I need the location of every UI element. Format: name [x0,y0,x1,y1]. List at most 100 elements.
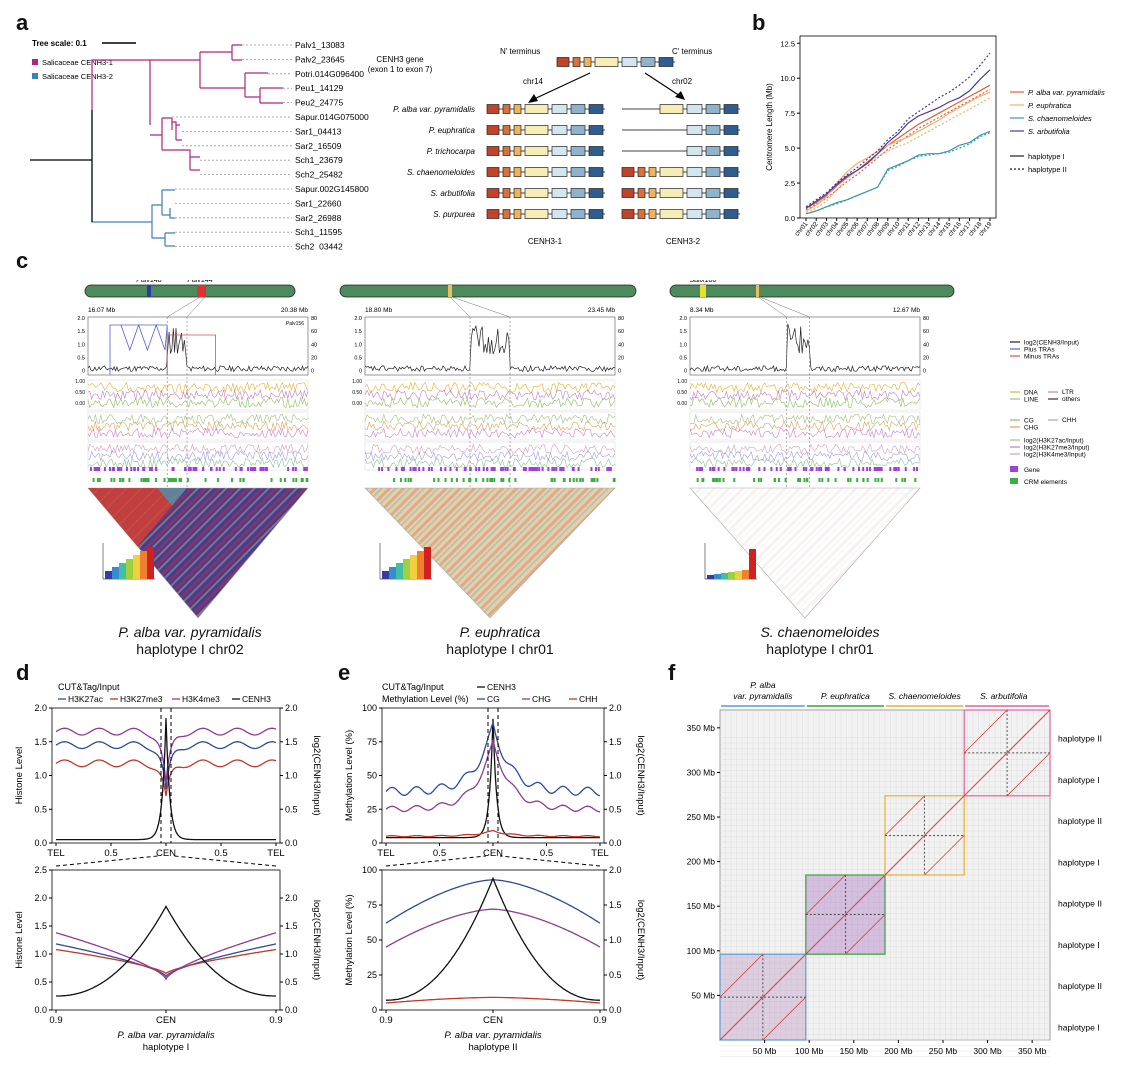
gene-mark [699,467,702,471]
crm-mark [593,478,596,482]
y-tick-label: 0.0 [34,1005,47,1015]
gene-model-top [556,57,675,67]
gene-mark [893,467,896,471]
x-axis-label: P. alba var. pyramidalis [117,1030,214,1041]
hap-legend-label: haplotype I [1028,152,1065,161]
y-tick-label: 10.0 [780,74,795,83]
panel-label-a: a [16,10,29,35]
crm-mark [596,478,599,482]
gene-mark [143,467,146,471]
crm-mark [701,478,704,482]
y-tick-label: 25 [367,804,377,814]
exon-box [588,209,604,219]
track-start: 18.80 Mb [365,307,392,314]
exon-box [486,167,500,177]
y-tick-label: 1.5 [34,921,47,931]
gene-mark [409,467,412,471]
cenh3-track-frame [689,316,921,376]
crm-mark [550,478,553,482]
gene-mark [402,467,405,471]
crm-mark [575,478,578,482]
gene-mark [378,467,381,471]
crm-mark [722,478,725,482]
crm-mark [579,478,582,482]
crm-mark [874,478,877,482]
x-axis-label-2: haplotype I [143,1042,189,1053]
gene-mark [820,467,823,471]
x-tick-label: 0.9 [269,1015,282,1026]
plus-tra-track [109,323,168,375]
gene-mark [779,467,782,471]
exon-box [551,188,568,198]
gene-mark [455,467,458,471]
x-tick-label: 150 Mb [840,1046,869,1056]
crm-mark [568,478,571,482]
legend-label: Plus TRAs [1024,347,1055,354]
exon-box [524,188,549,198]
gene-mark [490,467,493,471]
crm-mark [895,478,898,482]
series-line [55,932,277,981]
legend-label: S. chaenomeloides [1028,114,1092,123]
series-line [805,132,991,215]
x-tick-label: 250 Mb [929,1046,958,1056]
y-tick-label: 0.5 [34,804,47,814]
crm-mark [444,478,447,482]
histogram-bar [105,571,112,579]
y-tick-label: 80 [923,316,929,322]
crm-mark [292,478,295,482]
crm-mark [437,478,440,482]
y2-tick-label: 2.0 [285,703,298,713]
y2-tick-label: 2.0 [285,893,298,903]
chr02-label: chr02 [672,77,693,86]
histogram-bar [728,572,735,579]
crm-mark [174,478,177,482]
crm-mark [154,478,157,482]
gene-mark [234,467,237,471]
cenh3-track-frame [364,316,616,376]
feature-track [364,411,616,441]
gene-mark [155,467,158,471]
leaf-label: Sar1_04413 [295,126,342,136]
exon-box [570,188,586,198]
exon-box [723,167,739,177]
crm-mark [301,478,304,482]
gene-mark [194,467,197,471]
exon-box [621,188,635,198]
crm-mark [163,478,166,482]
header-label: P. euphratica [821,691,870,701]
crm-mark [433,478,436,482]
gene-mark [913,467,916,471]
y2-tick-label: 1.5 [609,737,622,747]
gene-mark [869,467,872,471]
gene-mark [253,467,256,471]
legend-label: log2(H3K27ac/Input) [1024,438,1084,445]
gene-mark [130,467,133,471]
y-tick-label: 7.5 [785,109,795,118]
exon-box [723,146,739,156]
crm-mark [818,478,821,482]
exon-box [486,209,500,219]
gene-mark [109,467,112,471]
identity-heatmap [364,487,616,619]
exon-box [659,188,684,198]
exon-box [705,167,721,177]
gene-mark [595,467,598,471]
panel-a: Tree scale: 0.1 Salicaceae CENH3-1 Salic… [30,39,740,250]
y-tick-label: 350 Mb [687,723,716,733]
gene-mark [561,467,564,471]
legend-label: CG [487,694,500,704]
gene-mark [482,467,485,471]
gene-mark [500,467,503,471]
exon-box [570,209,586,219]
series-line [56,905,276,997]
feature-track [689,411,921,441]
synteny-diagonal [719,953,807,1041]
exon-box [570,104,586,114]
y2-tick-label: 1.5 [285,737,298,747]
cenh3-1-label: CENH3-1 [528,237,563,246]
crm-mark [856,478,859,482]
exon-box [723,209,739,219]
leaf-label: Sch1_11595 [295,227,342,237]
x-tick-label: TEL [267,848,284,859]
